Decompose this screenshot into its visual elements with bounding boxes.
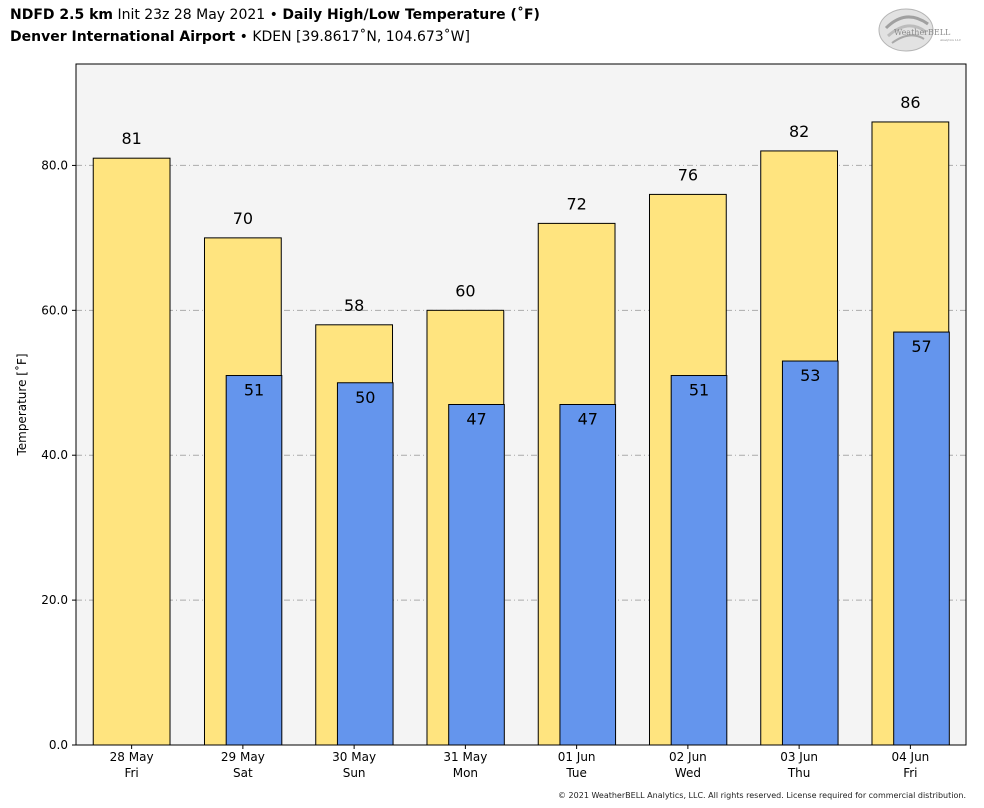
x-tick-date: 04 Jun — [891, 750, 929, 764]
x-tick-date: 31 May — [443, 750, 487, 764]
x-tick-date: 01 Jun — [558, 750, 596, 764]
y-axis-label: Temperature [˚F] — [14, 353, 29, 456]
high-value-label: 86 — [900, 93, 920, 112]
x-tick-date: 03 Jun — [780, 750, 818, 764]
high-value-label: 70 — [233, 209, 253, 228]
x-tick-day: Tue — [565, 766, 587, 780]
y-tick-label: 40.0 — [41, 448, 68, 462]
x-tick-day: Fri — [124, 766, 138, 780]
low-bar — [559, 404, 617, 746]
high-value-label: 82 — [789, 122, 809, 141]
logo-subtext: Analytics LLC — [939, 38, 962, 42]
header-line-1: NDFD 2.5 km Init 23z 28 May 2021 • Daily… — [10, 4, 540, 26]
high-bar — [92, 157, 171, 746]
separator: • — [239, 29, 248, 45]
low-value-label: 47 — [466, 410, 486, 429]
chart-header: NDFD 2.5 km Init 23z 28 May 2021 • Daily… — [10, 4, 540, 48]
high-value-label: 76 — [678, 165, 698, 184]
low-value-label: 50 — [355, 388, 375, 407]
high-value-label: 58 — [344, 296, 364, 315]
y-tick-label: 20.0 — [41, 593, 68, 607]
x-tick-day: Sat — [233, 766, 253, 780]
separator: • — [269, 7, 278, 23]
x-tick-date: 30 May — [332, 750, 376, 764]
logo-text: WeatherBELL — [894, 28, 951, 37]
low-value-label: 47 — [578, 410, 598, 429]
low-bar — [225, 375, 283, 746]
x-tick-day: Fri — [903, 766, 917, 780]
high-value-label: 60 — [455, 281, 475, 300]
weatherbell-logo: WeatherBELL Analytics LLC — [878, 8, 962, 52]
x-tick-day: Sun — [343, 766, 366, 780]
low-bar — [448, 404, 505, 746]
model-name: NDFD 2.5 km — [10, 7, 113, 23]
station-info: KDEN [39.8617˚N, 104.673˚W] — [252, 29, 470, 45]
x-tick-day: Mon — [453, 766, 478, 780]
low-bar — [893, 331, 950, 746]
header-line-2: Denver International Airport • KDEN [39.… — [10, 26, 540, 48]
low-bar — [336, 382, 394, 746]
low-bar — [781, 360, 839, 746]
low-value-label: 51 — [244, 381, 264, 400]
copyright-notice: © 2021 WeatherBELL Analytics, LLC. All r… — [558, 791, 966, 800]
high-value-label: 81 — [121, 129, 141, 148]
y-tick-label: 0.0 — [49, 738, 68, 752]
low-value-label: 57 — [911, 337, 931, 356]
low-bar — [670, 375, 728, 746]
low-value-label: 51 — [689, 381, 709, 400]
x-tick-date: 29 May — [221, 750, 265, 764]
x-tick-date: 02 Jun — [669, 750, 707, 764]
x-tick-day: Thu — [787, 766, 811, 780]
location-name: Denver International Airport — [10, 29, 236, 45]
low-value-label: 53 — [800, 366, 820, 385]
chart-title: Daily High/Low Temperature (˚F) — [282, 7, 540, 23]
x-tick-day: Wed — [675, 766, 701, 780]
high-value-label: 72 — [566, 194, 586, 213]
y-tick-label: 80.0 — [41, 158, 68, 172]
x-tick-date: 28 May — [110, 750, 154, 764]
plot-frame — [75, 63, 967, 746]
init-time: Init 23z 28 May 2021 — [117, 7, 266, 23]
y-tick-label: 60.0 — [41, 303, 68, 317]
